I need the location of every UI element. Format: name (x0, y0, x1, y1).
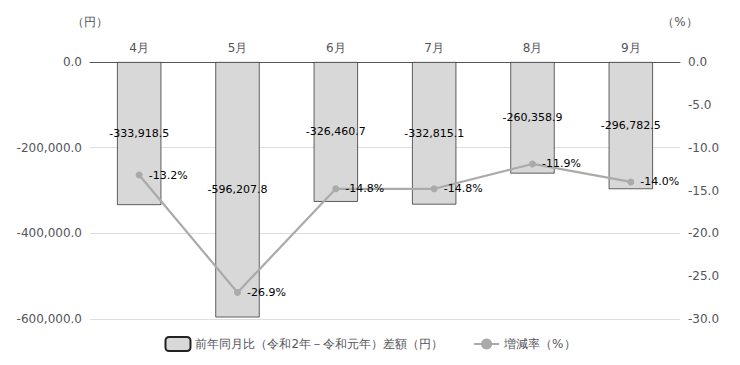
svg-text:-260,358.9: -260,358.9 (503, 111, 563, 124)
svg-text:-26.9%: -26.9% (247, 286, 286, 299)
svg-text:-5.0: -5.0 (688, 98, 711, 112)
svg-text:-20.0: -20.0 (688, 226, 719, 240)
svg-text:-600,000.0: -600,000.0 (17, 312, 82, 326)
svg-text:-14.8%: -14.8% (444, 182, 483, 195)
svg-text:0.0: 0.0 (63, 55, 82, 69)
svg-text:-15.0: -15.0 (688, 184, 719, 198)
svg-text:4月: 4月 (129, 41, 149, 55)
svg-text:-333,918.5: -333,918.5 (109, 127, 169, 140)
svg-text:-13.2%: -13.2% (149, 169, 188, 182)
svg-text:-326,460.7: -326,460.7 (306, 125, 366, 138)
svg-text:-596,207.8: -596,207.8 (208, 183, 268, 196)
svg-text:-14.0%: -14.0% (640, 175, 679, 188)
svg-text:6月: 6月 (326, 41, 346, 55)
svg-text:-30.0: -30.0 (688, 312, 719, 326)
svg-text:9月: 9月 (621, 41, 641, 55)
svg-text:8月: 8月 (523, 41, 543, 55)
svg-text:増減率（%）: 増減率（%） (503, 337, 575, 351)
svg-text:（円）: （円） (72, 15, 108, 29)
svg-text:7月: 7月 (424, 41, 444, 55)
svg-text:-10.0: -10.0 (688, 141, 719, 155)
svg-text:-200,000.0: -200,000.0 (17, 141, 82, 155)
svg-text:-332,815.1: -332,815.1 (404, 127, 464, 140)
svg-text:-296,782.5: -296,782.5 (601, 119, 661, 132)
svg-text:0.0: 0.0 (688, 55, 707, 69)
svg-text:-11.9%: -11.9% (542, 157, 581, 170)
svg-text:-400,000.0: -400,000.0 (17, 226, 82, 240)
svg-text:前年同月比（令和2年－令和元年）差額（円）: 前年同月比（令和2年－令和元年）差額（円） (195, 337, 443, 351)
svg-text:-25.0: -25.0 (688, 269, 719, 283)
svg-text:（%）: （%） (662, 15, 697, 29)
svg-text:-14.8%: -14.8% (345, 182, 384, 195)
svg-text:5月: 5月 (228, 41, 248, 55)
